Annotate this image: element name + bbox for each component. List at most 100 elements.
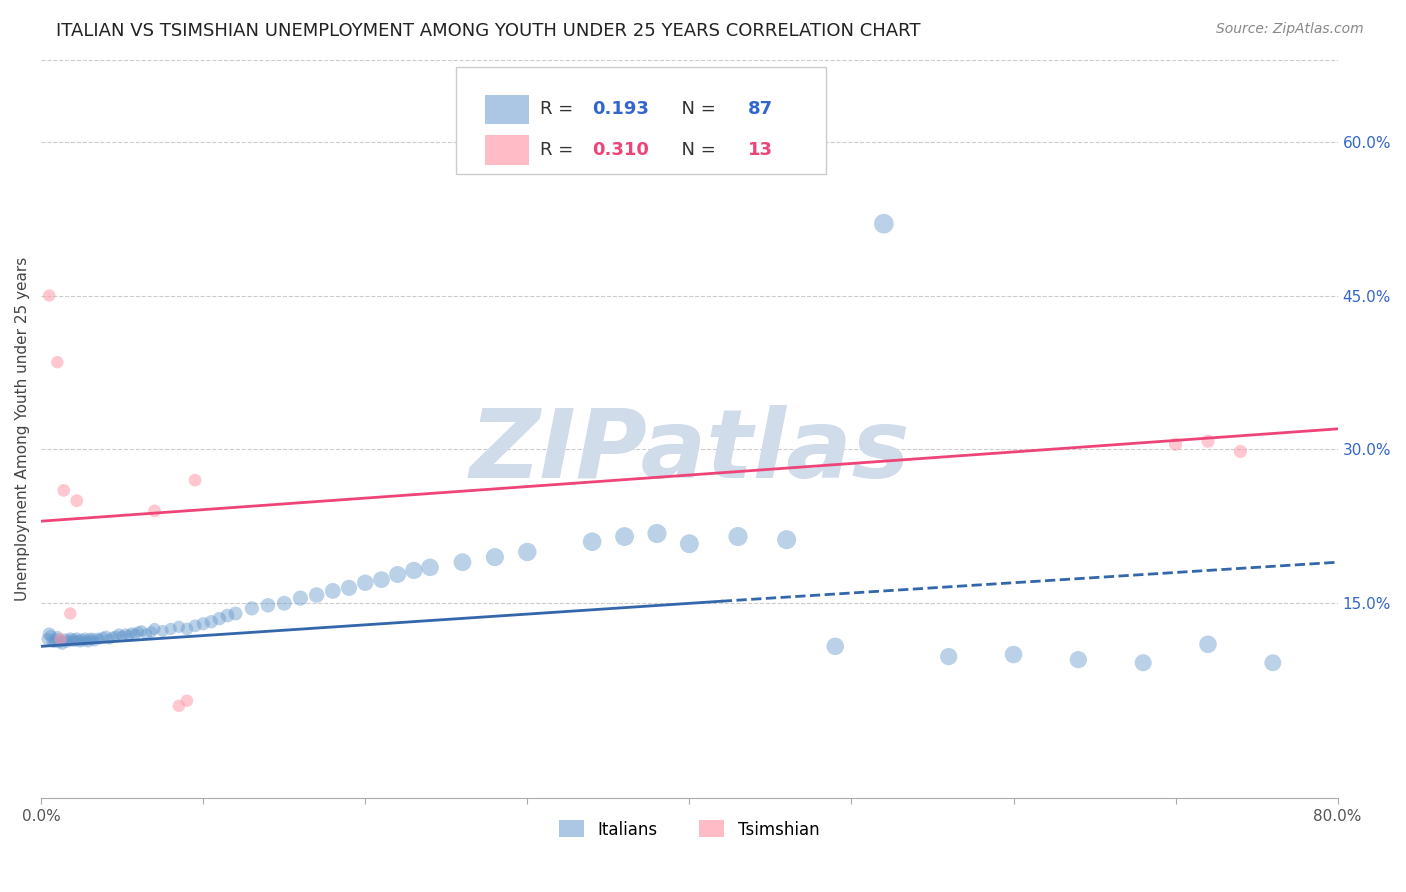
Point <box>159 622 181 636</box>
Point <box>46 355 69 369</box>
Point <box>63 634 86 648</box>
Point <box>240 601 263 615</box>
Point <box>184 619 207 633</box>
Text: ZIPatlas: ZIPatlas <box>470 405 910 498</box>
Point <box>79 631 101 645</box>
Point <box>76 633 98 648</box>
Point <box>1132 656 1154 670</box>
Point <box>82 631 104 645</box>
Point <box>69 635 91 649</box>
Point <box>167 698 190 713</box>
Text: Source: ZipAtlas.com: Source: ZipAtlas.com <box>1216 22 1364 37</box>
Point <box>51 637 73 651</box>
Point <box>141 624 163 639</box>
Point <box>62 632 84 647</box>
Point <box>581 534 603 549</box>
Text: N =: N = <box>669 141 721 159</box>
FancyBboxPatch shape <box>485 136 529 165</box>
Point <box>46 630 69 644</box>
Point <box>1002 648 1025 662</box>
Point <box>38 288 60 302</box>
Point <box>98 632 121 647</box>
Text: R =: R = <box>540 101 579 119</box>
Point <box>38 627 60 641</box>
Legend: Italians, Tsimshian: Italians, Tsimshian <box>553 814 827 846</box>
Point <box>402 563 425 577</box>
Point <box>94 629 117 643</box>
Point <box>49 633 72 648</box>
Point <box>1261 656 1284 670</box>
Point <box>143 504 166 518</box>
Point <box>775 533 797 547</box>
Point <box>121 626 143 640</box>
Point <box>645 526 668 541</box>
Point <box>1164 437 1187 451</box>
Point <box>104 629 127 643</box>
Point <box>938 649 960 664</box>
Point <box>91 630 114 644</box>
Point <box>305 588 328 602</box>
Point <box>1067 653 1090 667</box>
Point <box>80 633 103 648</box>
Point <box>176 694 198 708</box>
Point <box>143 622 166 636</box>
Point <box>337 581 360 595</box>
Point <box>1197 637 1219 651</box>
Point <box>322 583 344 598</box>
Text: 0.310: 0.310 <box>592 141 650 159</box>
Point <box>678 537 700 551</box>
Text: N =: N = <box>669 101 721 119</box>
Point <box>117 628 139 642</box>
Point <box>370 573 392 587</box>
Point <box>225 607 247 621</box>
Text: 0.193: 0.193 <box>592 101 650 119</box>
Point <box>70 632 93 647</box>
Point <box>1229 444 1251 458</box>
Point <box>217 608 239 623</box>
Point <box>101 630 124 644</box>
Point <box>135 627 157 641</box>
Point <box>873 217 896 231</box>
Point <box>49 632 72 647</box>
Text: 13: 13 <box>748 141 773 159</box>
Point <box>354 575 377 590</box>
Point <box>37 632 59 647</box>
Point <box>58 633 80 648</box>
Point <box>72 634 94 648</box>
Point <box>613 530 636 544</box>
Point <box>127 624 149 639</box>
Point <box>66 631 89 645</box>
Point <box>52 634 75 648</box>
FancyBboxPatch shape <box>485 95 529 124</box>
Point <box>387 567 409 582</box>
Point <box>83 634 105 648</box>
Point <box>273 596 295 610</box>
Point <box>48 635 70 649</box>
Point <box>59 631 82 645</box>
Point <box>42 635 65 649</box>
Point <box>66 493 89 508</box>
Point <box>87 631 110 645</box>
Point <box>727 530 749 544</box>
Point <box>1197 434 1219 449</box>
Point <box>59 607 82 621</box>
Y-axis label: Unemployment Among Youth under 25 years: Unemployment Among Youth under 25 years <box>15 257 30 601</box>
Point <box>56 635 79 649</box>
Point <box>45 632 67 647</box>
Point <box>193 616 215 631</box>
Point <box>824 640 846 654</box>
Point <box>484 550 506 565</box>
Point <box>67 633 90 648</box>
Point <box>73 631 96 645</box>
Point <box>131 624 153 638</box>
Point <box>39 629 62 643</box>
Point <box>152 624 174 638</box>
Text: 87: 87 <box>748 101 773 119</box>
Point <box>184 473 207 487</box>
Point <box>290 591 312 606</box>
Point <box>208 612 231 626</box>
Point <box>111 629 134 643</box>
Point <box>77 635 100 649</box>
Point <box>89 632 111 647</box>
Point <box>124 627 146 641</box>
